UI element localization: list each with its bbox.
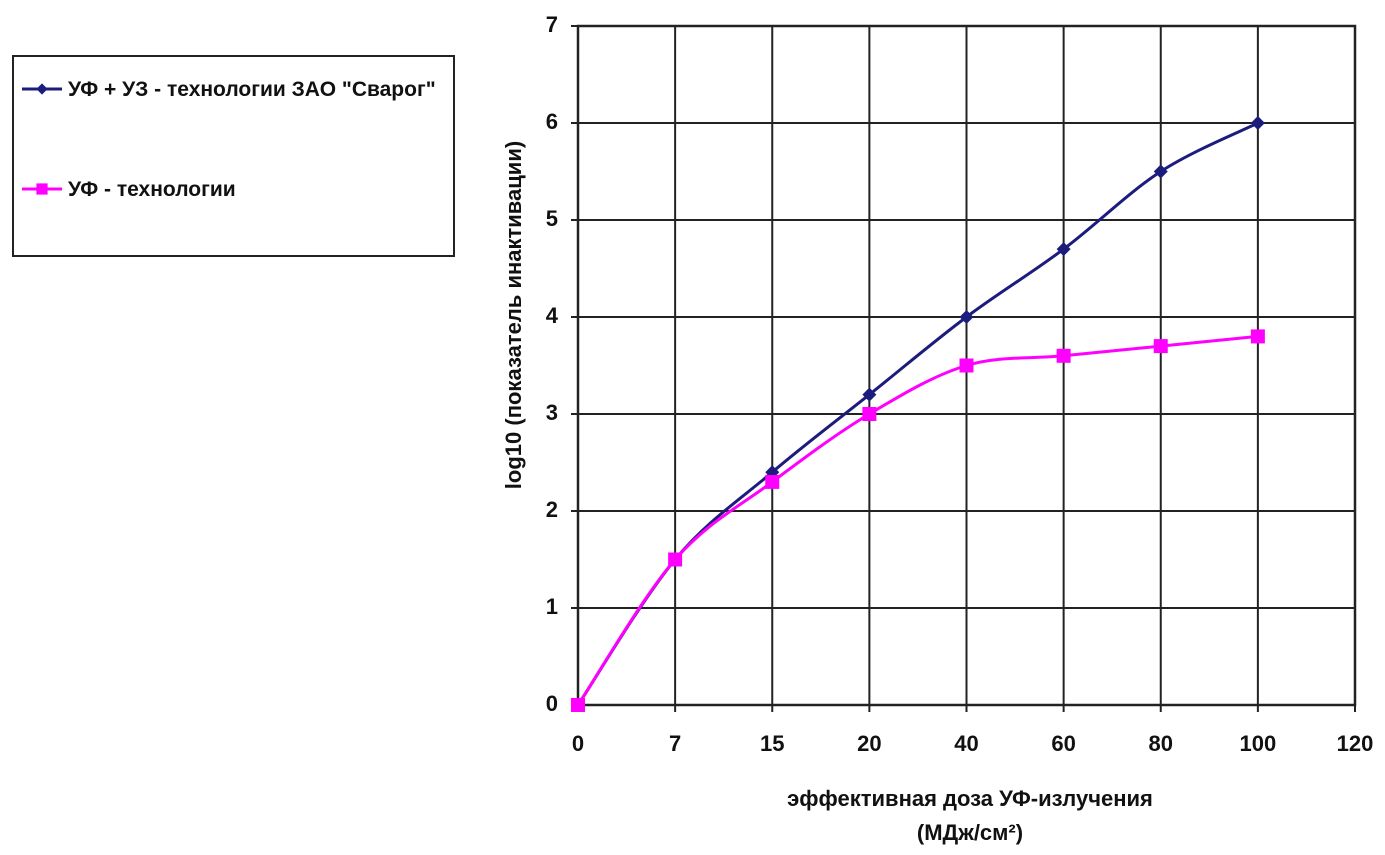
marker bbox=[959, 358, 974, 373]
marker bbox=[36, 183, 48, 195]
marker bbox=[862, 387, 877, 402]
y-tick-label: 2 bbox=[546, 497, 558, 522]
x-tick-label: 40 bbox=[954, 731, 978, 756]
y-tick-label: 6 bbox=[546, 109, 558, 134]
y-axis-label: log10 (показатель инактивации) bbox=[501, 141, 526, 489]
marker bbox=[1056, 348, 1071, 363]
x-tick-label: 60 bbox=[1051, 731, 1075, 756]
legend-entry: УФ + УЗ - технологии ЗАО "Сварог" bbox=[22, 75, 438, 105]
x-tick-label: 80 bbox=[1149, 731, 1173, 756]
y-tick-label: 0 bbox=[546, 691, 558, 716]
y-tick-label: 7 bbox=[546, 12, 558, 37]
x-tick-label: 7 bbox=[669, 731, 681, 756]
x-tick-label: 120 bbox=[1337, 731, 1374, 756]
x-tick-label: 100 bbox=[1240, 731, 1277, 756]
series-line bbox=[576, 334, 1259, 706]
x-tick-label: 0 bbox=[572, 731, 584, 756]
y-tick-label: 1 bbox=[546, 594, 558, 619]
marker bbox=[959, 310, 974, 324]
marker bbox=[1250, 329, 1265, 344]
legend-swatch bbox=[22, 183, 62, 195]
marker bbox=[862, 407, 877, 421]
marker bbox=[571, 698, 585, 712]
marker bbox=[765, 474, 780, 489]
legend-swatch bbox=[22, 83, 62, 95]
marker bbox=[1153, 339, 1168, 354]
y-tick-label: 5 bbox=[546, 206, 558, 231]
legend-label: УФ - технологии bbox=[68, 178, 236, 201]
marker bbox=[668, 552, 683, 567]
marker bbox=[36, 83, 48, 95]
legend-label: УФ + УЗ - технологии ЗАО "Сварог" bbox=[68, 78, 436, 101]
x-tick-label: 15 bbox=[760, 731, 784, 756]
marker bbox=[1153, 164, 1168, 179]
marker bbox=[1056, 242, 1071, 257]
y-tick-label: 3 bbox=[546, 400, 558, 425]
y-tick-label: 4 bbox=[546, 303, 559, 328]
marker bbox=[1250, 116, 1265, 130]
legend-entry: УФ - технологии bbox=[22, 175, 438, 205]
legend: УФ + УЗ - технологии ЗАО "Сварог" УФ - те… bbox=[12, 55, 455, 257]
plot-border bbox=[576, 24, 1357, 707]
x-tick-label: 20 bbox=[857, 731, 881, 756]
x-axis-label: эффективная доза УФ-излучения (МДж/см²) bbox=[787, 786, 1153, 845]
